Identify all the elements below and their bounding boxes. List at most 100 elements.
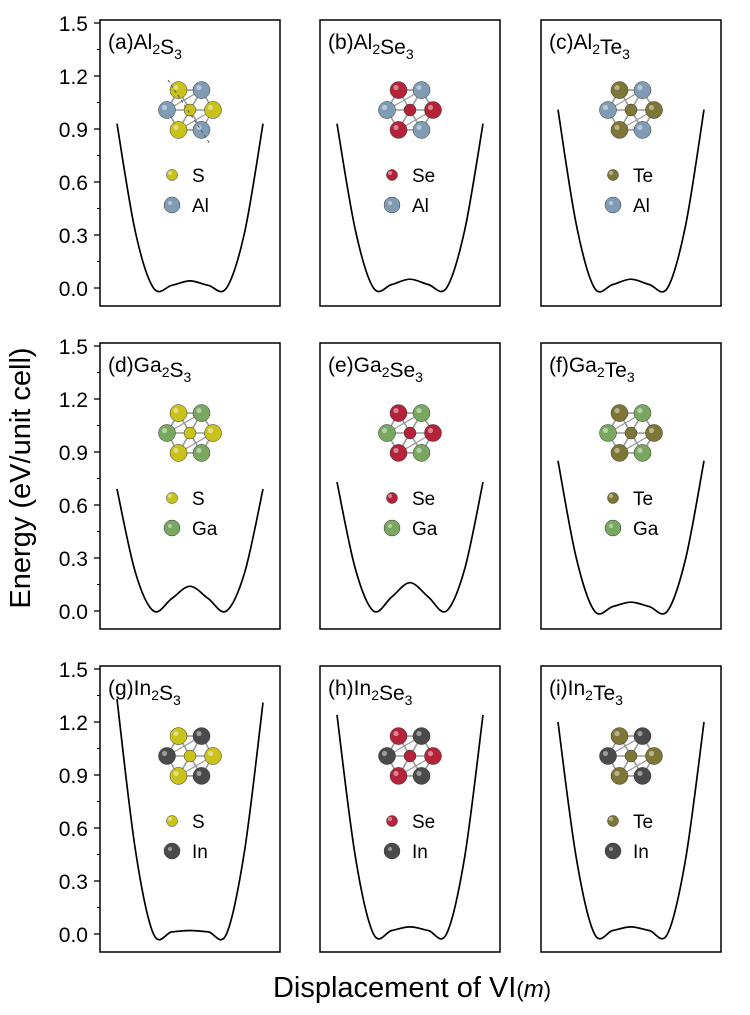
legend-label: Ga [412,519,438,540]
chalcogen-atom [204,747,222,765]
chalcogen-atom [645,424,663,442]
atom-highlight [416,730,422,737]
chalcogen-atom [610,767,629,785]
y-tick-label: 0.6 [59,172,88,195]
panel-letter: (h) [328,677,354,700]
chalcogen-atom [169,121,188,139]
panel-letter: (e) [328,354,354,377]
atom-highlight [196,84,202,91]
legend: S In [163,812,208,863]
atom-highlight [173,730,179,737]
atom-highlight [196,770,202,777]
legend-label: Se [412,166,435,187]
legend-marker-highlight [388,494,392,498]
atom-highlight [173,447,179,454]
atom-highlight [637,730,643,737]
formula-subscript: 2 [152,41,160,57]
legend-marker [383,196,401,214]
legend-marker [383,519,401,537]
legend-marker [166,492,178,504]
legend: S Al [163,166,209,217]
formula-element: Te [593,682,615,705]
atom-highlight [637,770,643,777]
panel-title: (f)Ga2Te3 [549,354,635,385]
legend-label: In [412,842,428,863]
metal-atom [412,404,431,422]
legend-marker-highlight [168,817,172,821]
legend-marker-highlight [388,171,392,175]
chalcogen-atom [403,426,417,440]
atom-highlight [648,104,655,111]
y-tick-label: 0.3 [59,548,88,571]
panel-frame [540,19,722,307]
formula-element: Al [134,31,153,54]
metal-atom [412,81,431,99]
atom-highlight [173,770,179,777]
formula-subscript: 2 [592,41,600,57]
y-axis-row-3: 0.0 0.3 0.6 0.9 1.2 1.5 [59,659,100,947]
chalcogen-atom [424,747,442,765]
atom-highlight [393,770,399,777]
metal-atom [158,101,176,119]
atom-highlight [427,750,434,757]
chalcogen-atom [424,424,442,442]
formula-element: In [568,677,586,700]
atom-highlight [602,427,609,434]
y-tick-label: 0.6 [59,818,88,841]
formula-element: Se [389,359,415,382]
energy-curve [336,481,484,613]
metal-atom [599,101,617,119]
atom-highlight [416,84,422,91]
formula-subscript: 3 [184,369,192,385]
atom-highlight [381,104,388,111]
formula-element: Se [379,682,405,705]
formula-element: Se [380,36,406,59]
metal-atom [599,424,617,442]
legend-marker-highlight [388,524,392,528]
legend-label: Te [633,812,653,833]
chalcogen-atom [610,727,629,745]
legend-marker-highlight [609,201,613,205]
metal-atom [633,404,652,422]
panel-title: (g)In2S3 [108,677,181,708]
chalcogen-atom [645,747,663,765]
chalcogen-atom [389,121,408,139]
legend-marker [607,169,619,181]
formula-element: Te [605,359,627,382]
atom-highlight [614,84,620,91]
legend: Se Al [383,166,435,217]
atom-highlight [648,427,655,434]
y-tick-label: 1.5 [59,336,88,359]
formula-subscript: 3 [627,369,635,385]
legend-label: In [633,842,649,863]
chalcogen-atom [183,426,197,440]
formula-element: Ga [569,354,597,377]
formula-subscript: 2 [162,364,170,380]
formula-element: S [160,36,174,59]
y-axes: 0.00.30.60.91.21.50.00.30.60.91.21.50.00… [59,13,100,947]
y-tick-label: 0.9 [59,442,88,465]
atom-highlight [637,84,643,91]
legend-marker-highlight [388,847,392,851]
y-axis-label: Energy (eV/unit cell) [5,347,37,608]
y-tick-label: 1.5 [59,13,88,36]
panel-frame [99,19,281,307]
panels: (a)Al2S3SAl(b)Al2Se3SeAl(c)Al2Te3TeAl(d)… [99,19,722,953]
atom-highlight [416,770,422,777]
panel-letter: (f) [549,354,569,377]
panel-title: (i)In2Te3 [549,677,623,708]
atom-highlight [161,104,168,111]
atom-highlight [196,730,202,737]
y-tick-label: 0.0 [59,601,88,624]
chalcogen-atom [389,767,408,785]
formula-subscript: 3 [415,369,423,385]
y-tick-label: 0.3 [59,871,88,894]
metal-atom [412,444,431,462]
y-axis-row-1: 0.0 0.3 0.6 0.9 1.2 1.5 [59,13,100,301]
formula-subscript: 2 [585,687,593,703]
legend-marker-highlight [609,524,613,528]
